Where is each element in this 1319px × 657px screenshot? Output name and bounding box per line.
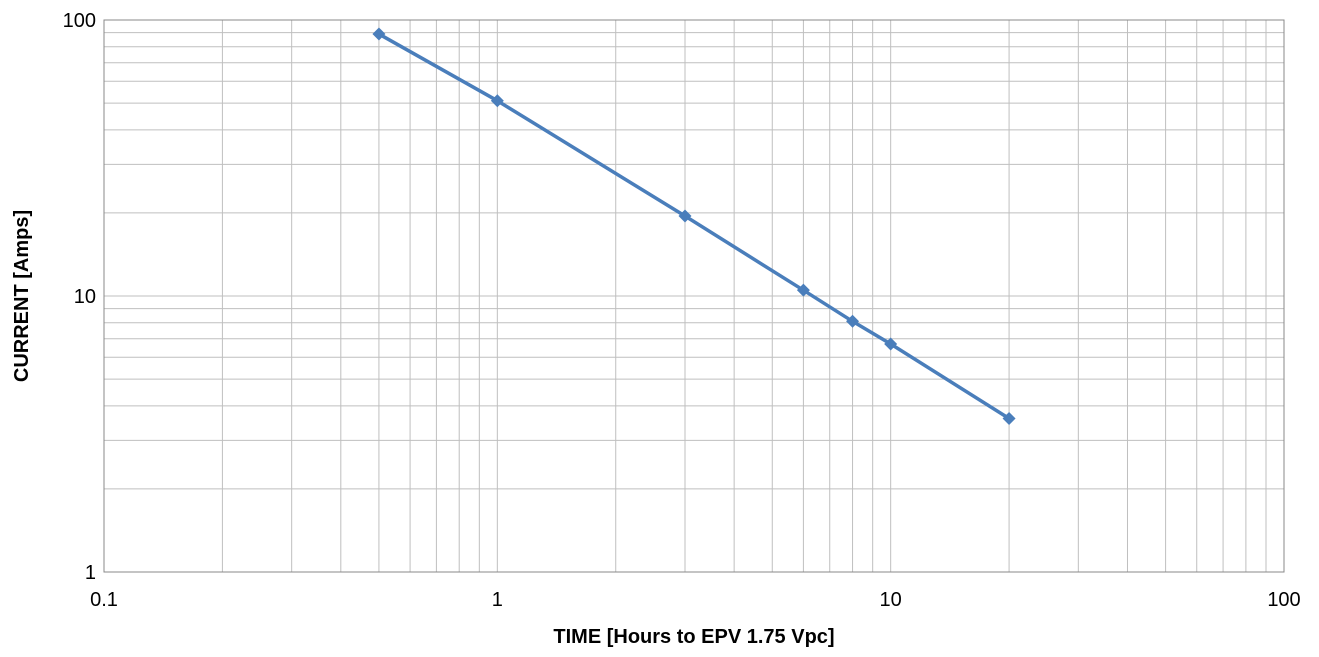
data-point-marker bbox=[678, 209, 692, 223]
data-point-marker bbox=[846, 314, 860, 328]
x-tick-label: 10 bbox=[880, 589, 902, 611]
data-point-marker bbox=[1002, 411, 1016, 425]
x-tick-label: 100 bbox=[1267, 589, 1300, 611]
data-point-marker bbox=[796, 283, 810, 297]
x-tick-label: 1 bbox=[492, 589, 503, 611]
x-axis-title: TIME [Hours to EPV 1.75 Vpc] bbox=[553, 626, 834, 648]
plot-area-frame bbox=[103, 19, 1285, 573]
y-axis-title: CURRENT [Amps] bbox=[11, 210, 33, 382]
grid bbox=[103, 19, 1285, 573]
data-point-marker bbox=[884, 337, 898, 351]
x-tick-label: 0.1 bbox=[90, 589, 118, 611]
series-line bbox=[378, 32, 1011, 420]
tick-labels: 0.1 1 10 100 1 10 100 bbox=[63, 10, 1301, 611]
y-tick-label: 10 bbox=[74, 286, 96, 308]
data-point-marker bbox=[490, 94, 504, 108]
series-layer bbox=[372, 27, 1016, 425]
y-tick-label: 100 bbox=[63, 10, 96, 32]
data-point-marker bbox=[372, 27, 386, 41]
y-tick-label: 1 bbox=[85, 562, 96, 584]
